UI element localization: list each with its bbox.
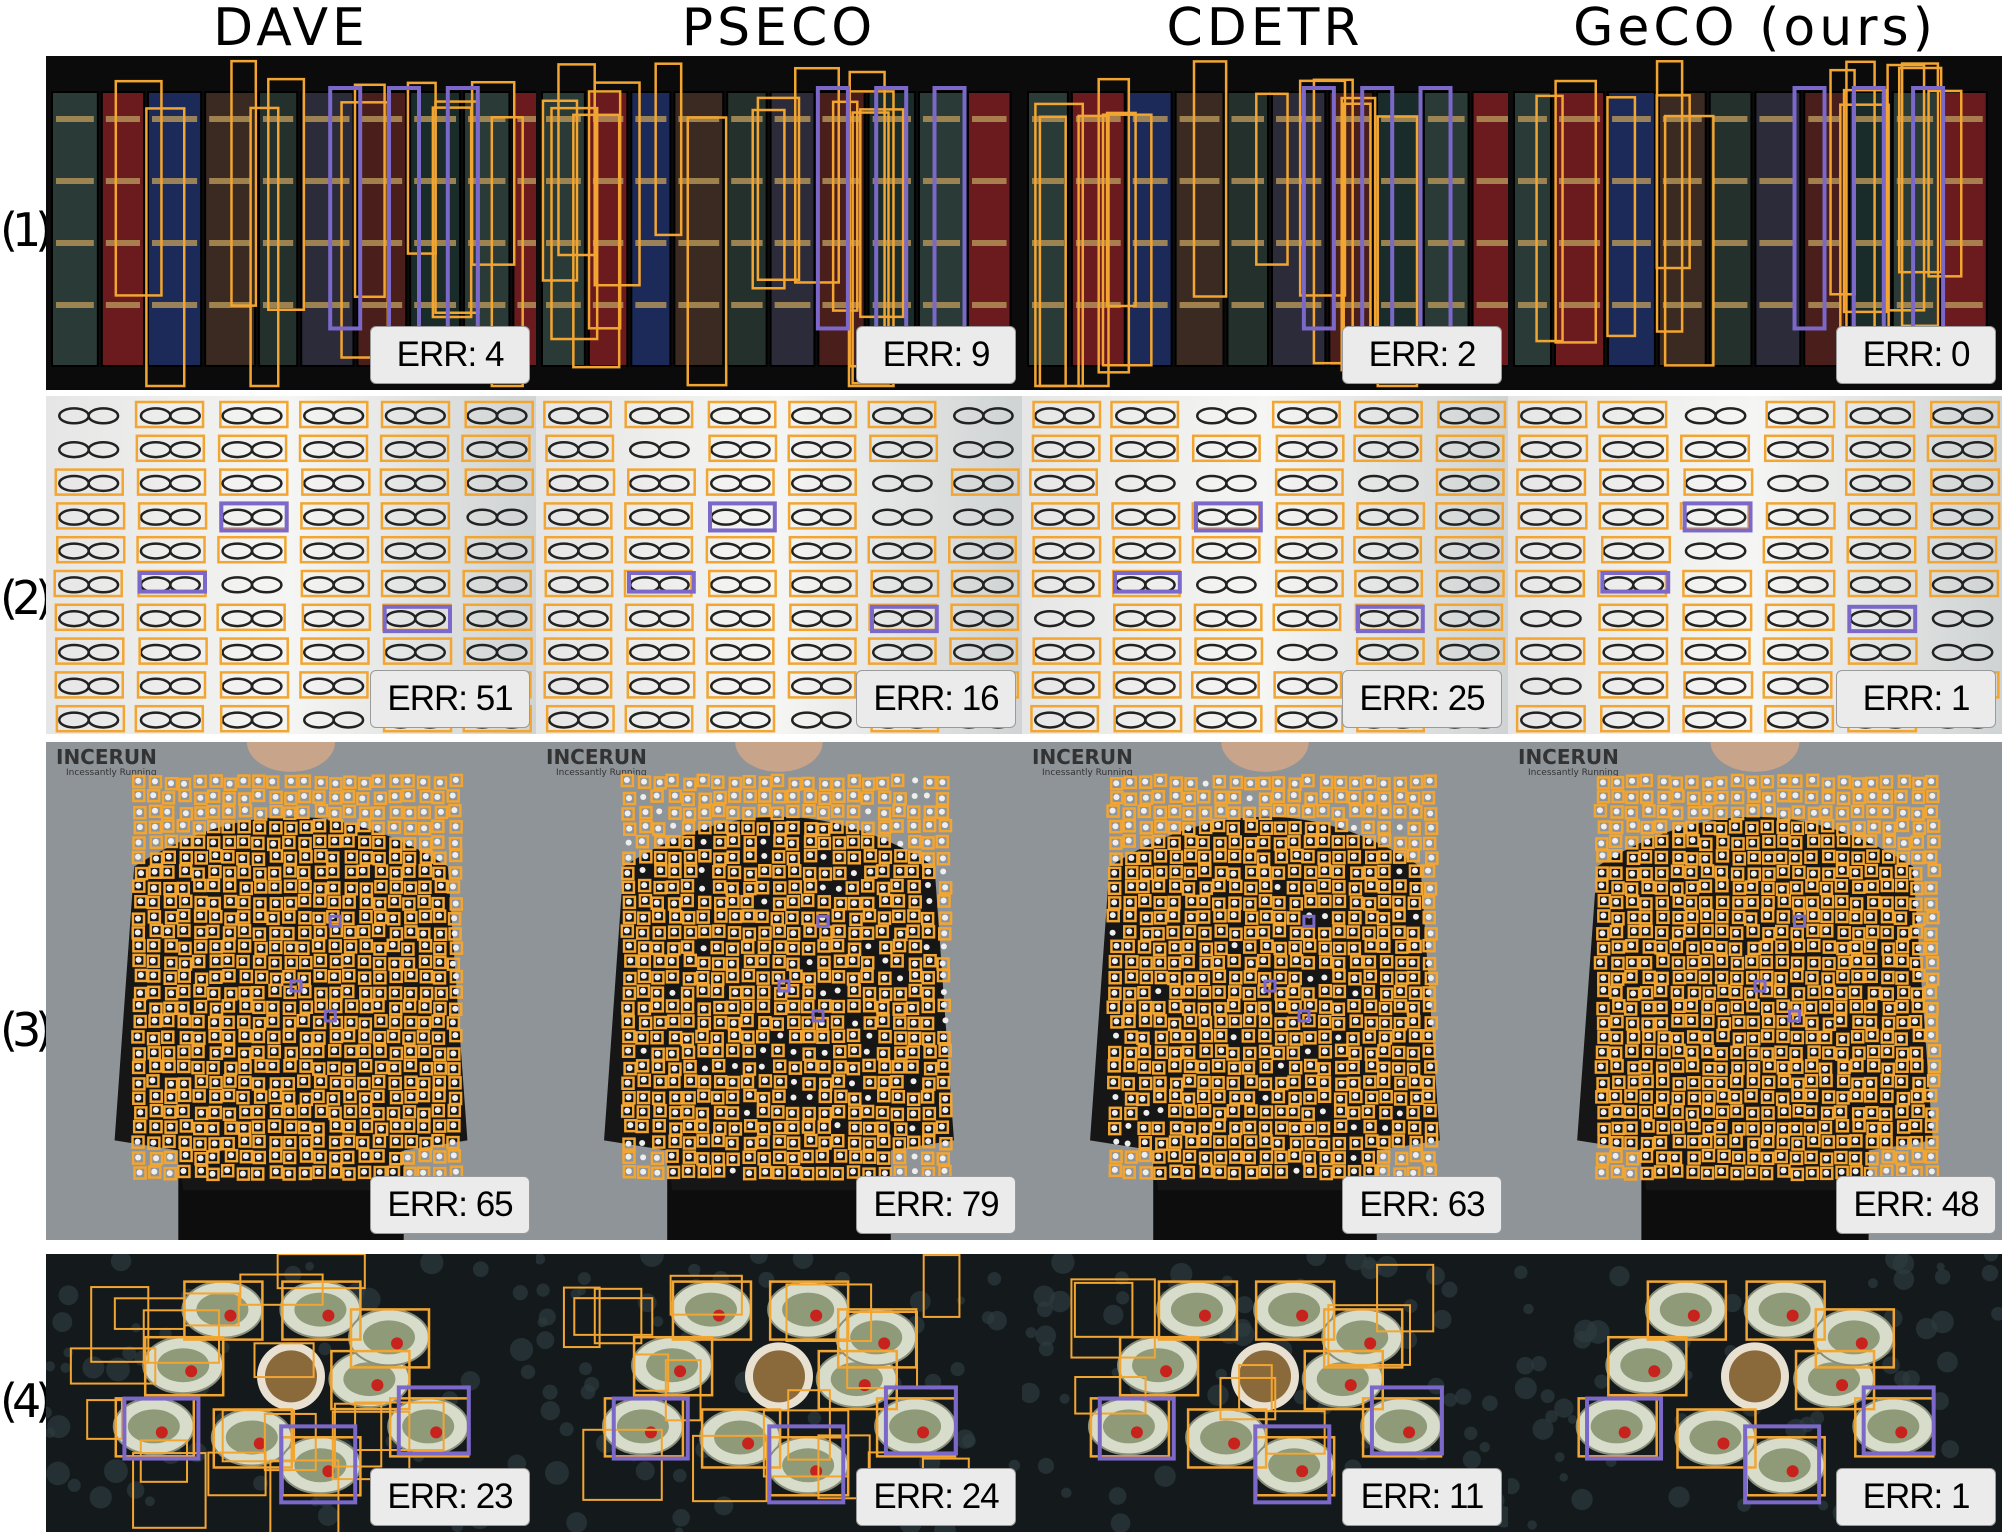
result-image-row1-geco: ERR: 0: [1508, 56, 2002, 390]
result-image-row1-cdetr: ERR: 2: [1022, 56, 1508, 390]
error-count-badge: ERR: 1: [1836, 670, 1996, 728]
column-title-pseco: PSECO: [536, 0, 1022, 58]
result-image-row4-dave: ERR: 23: [46, 1254, 536, 1532]
result-image-row2-geco: ERR: 1: [1508, 396, 2002, 734]
error-count-badge: ERR: 2: [1342, 326, 1502, 384]
error-count-badge: ERR: 0: [1836, 326, 1996, 384]
error-count-badge: ERR: 11: [1342, 1468, 1502, 1526]
column-title-geco: GeCO (ours): [1508, 0, 2002, 58]
error-count-badge: ERR: 16: [856, 670, 1016, 728]
error-count-badge: ERR: 25: [1342, 670, 1502, 728]
error-count-badge: ERR: 51: [370, 670, 530, 728]
error-count-badge: ERR: 79: [856, 1176, 1016, 1234]
column-title-cdetr: CDETR: [1022, 0, 1508, 58]
row-label-1: (1): [0, 205, 46, 255]
row-label-4: (4): [0, 1376, 46, 1426]
row-label-3: (3): [0, 1005, 46, 1055]
watermark-brand: INCERUN: [1032, 745, 1133, 769]
result-image-row4-geco: ERR: 1: [1508, 1254, 2002, 1532]
error-count-badge: ERR: 23: [370, 1468, 530, 1526]
error-count-badge: ERR: 1: [1836, 1468, 1996, 1526]
watermark-tagline: Incessantly Running: [1042, 768, 1133, 778]
result-image-row2-dave: ERR: 51: [46, 396, 536, 734]
result-image-row1-pseco: ERR: 9: [536, 56, 1022, 390]
row-label-2: (2): [0, 573, 46, 623]
error-count-badge: ERR: 48: [1836, 1176, 1996, 1234]
error-count-badge: ERR: 9: [856, 326, 1016, 384]
result-image-row4-pseco: ERR: 24: [536, 1254, 1022, 1532]
error-count-badge: ERR: 65: [370, 1176, 530, 1234]
error-count-badge: ERR: 63: [1342, 1176, 1502, 1234]
error-count-badge: ERR: 4: [370, 326, 530, 384]
result-image-row2-pseco: ERR: 16: [536, 396, 1022, 734]
watermark-brand: INCERUN: [1518, 745, 1619, 769]
column-title-dave: DAVE: [46, 0, 536, 58]
watermark-brand: INCERUN: [546, 745, 647, 769]
result-image-row1-dave: ERR: 4: [46, 56, 536, 390]
watermark-brand: INCERUN: [56, 745, 157, 769]
result-image-row4-cdetr: ERR: 11: [1022, 1254, 1508, 1532]
result-image-row2-cdetr: ERR: 25: [1022, 396, 1508, 734]
error-count-badge: ERR: 24: [856, 1468, 1016, 1526]
